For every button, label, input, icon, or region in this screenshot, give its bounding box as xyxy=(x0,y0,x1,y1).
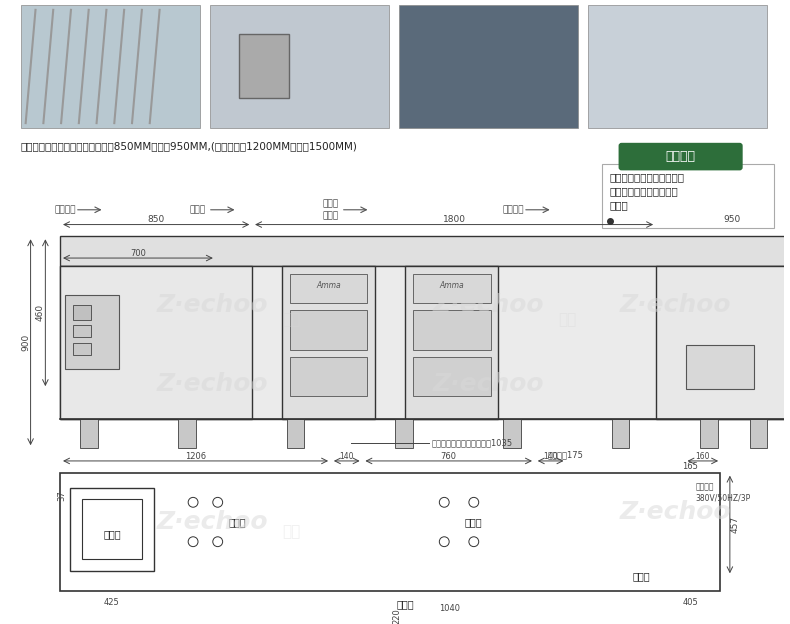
Text: Z·echoo: Z·echoo xyxy=(620,500,732,524)
Text: 457: 457 xyxy=(730,516,739,533)
Text: 220: 220 xyxy=(393,608,401,624)
Text: 左进口区: 左进口区 xyxy=(55,205,76,214)
Bar xyxy=(290,310,367,349)
Bar xyxy=(503,419,521,448)
Bar xyxy=(290,274,367,303)
Bar xyxy=(21,5,200,128)
Text: 1206: 1206 xyxy=(185,452,206,461)
Bar xyxy=(700,419,718,448)
Bar xyxy=(60,473,720,591)
Text: 165: 165 xyxy=(683,462,698,471)
Circle shape xyxy=(439,537,450,547)
Bar xyxy=(60,266,252,419)
Bar xyxy=(656,266,790,419)
Bar xyxy=(290,356,367,396)
Circle shape xyxy=(213,537,223,547)
Text: Z·echoo: Z·echoo xyxy=(620,293,732,318)
Bar xyxy=(287,419,304,448)
Circle shape xyxy=(188,497,198,507)
Text: 电缆进口175: 电缆进口175 xyxy=(547,451,584,459)
Bar xyxy=(60,266,790,419)
Text: 右出口区: 右出口区 xyxy=(502,205,524,214)
Text: 900: 900 xyxy=(21,334,30,351)
Bar xyxy=(73,325,91,337)
Text: 1800: 1800 xyxy=(442,215,465,224)
Text: 405: 405 xyxy=(683,598,698,607)
Text: 37: 37 xyxy=(58,490,66,501)
Text: 700: 700 xyxy=(130,248,146,258)
Bar xyxy=(73,343,91,354)
Bar xyxy=(210,5,389,128)
Text: 哲泉: 哲泉 xyxy=(283,313,301,328)
Bar xyxy=(73,305,91,320)
Bar xyxy=(588,5,767,128)
Bar xyxy=(404,266,498,419)
Text: 电源入口
380V/50HZ/3P: 电源入口 380V/50HZ/3P xyxy=(695,482,750,503)
Text: 460: 460 xyxy=(36,304,45,321)
Circle shape xyxy=(188,537,198,547)
Text: 950: 950 xyxy=(724,215,741,224)
Text: 425: 425 xyxy=(104,598,120,607)
Bar xyxy=(412,274,491,303)
Text: 哲泉: 哲泉 xyxy=(559,313,577,328)
Bar xyxy=(239,34,288,99)
Text: Z·echoo: Z·echoo xyxy=(433,293,544,318)
Circle shape xyxy=(213,497,223,507)
Bar xyxy=(70,487,154,571)
Text: 进水口: 进水口 xyxy=(396,599,414,609)
Bar xyxy=(395,419,412,448)
Text: 哲泉: 哲泉 xyxy=(283,524,301,539)
Bar xyxy=(750,419,767,448)
Text: 160: 160 xyxy=(695,452,710,461)
Circle shape xyxy=(439,497,450,507)
Text: 排水管: 排水管 xyxy=(633,571,650,581)
Bar xyxy=(282,266,375,419)
Text: Z·echoo: Z·echoo xyxy=(433,372,544,396)
Bar xyxy=(179,419,196,448)
Bar xyxy=(611,419,630,448)
Circle shape xyxy=(469,537,479,547)
Bar xyxy=(82,499,142,560)
Bar xyxy=(80,419,97,448)
Text: Amma: Amma xyxy=(439,281,464,290)
Bar xyxy=(412,310,491,349)
Text: Z·echoo: Z·echoo xyxy=(157,293,269,318)
Text: Z·echoo: Z·echoo xyxy=(157,510,269,534)
Bar xyxy=(60,236,790,266)
Bar xyxy=(399,5,578,128)
Text: 喷洗区
消毒区: 喷洗区 消毒区 xyxy=(323,200,339,220)
Text: 排水管: 排水管 xyxy=(465,517,483,527)
Text: Z·echoo: Z·echoo xyxy=(157,372,269,396)
Text: 水进口（不含烘干机尺寸）1035: 水进口（不含烘干机尺寸）1035 xyxy=(431,439,513,447)
Text: 图标为常规产品，左进右出：进碟850MM，收碟950MM,(可另选进碟1200MM，收碟1500MM): 图标为常规产品，左进右出：进碟850MM，收碟950MM,(可另选进碟1200M… xyxy=(21,141,358,151)
Text: 适用场所: 适用场所 xyxy=(666,150,696,163)
Bar xyxy=(65,296,119,369)
Text: 140: 140 xyxy=(544,452,558,461)
Text: 排水管: 排水管 xyxy=(228,517,246,527)
Text: 主要适用场所：中、小型饭
店、咖啡厅、连锁餐厅、
饭堂等: 主要适用场所：中、小型饭 店、咖啡厅、连锁餐厅、 饭堂等 xyxy=(610,172,685,210)
Bar xyxy=(412,356,491,396)
Text: 140: 140 xyxy=(340,452,354,461)
Text: 850: 850 xyxy=(148,215,165,224)
Text: 760: 760 xyxy=(441,452,457,461)
Text: 预喷区: 预喷区 xyxy=(190,205,206,214)
Bar xyxy=(686,344,754,389)
Bar xyxy=(602,165,774,228)
Text: 排水箱: 排水箱 xyxy=(103,529,121,539)
Text: Amma: Amma xyxy=(316,281,340,290)
Circle shape xyxy=(469,497,479,507)
Text: 1040: 1040 xyxy=(438,604,460,613)
FancyBboxPatch shape xyxy=(619,143,743,170)
